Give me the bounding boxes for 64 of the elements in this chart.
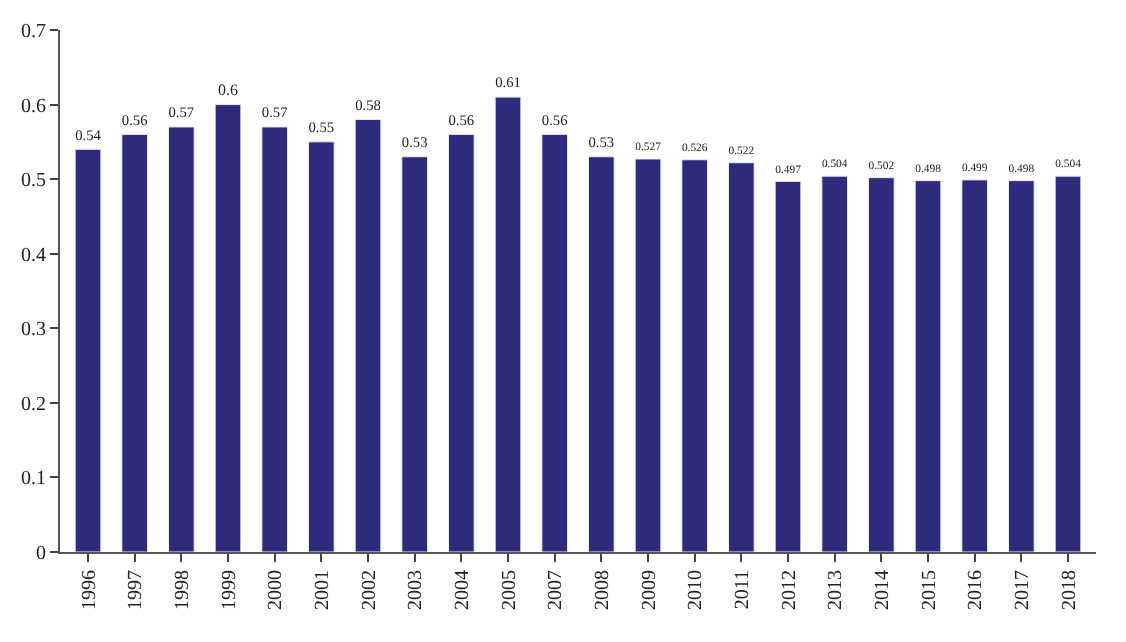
- bar: [634, 158, 662, 552]
- data-label: 0.57: [261, 103, 289, 122]
- bar: [821, 175, 848, 552]
- data-label: 0.53: [401, 133, 429, 152]
- bar: [961, 179, 988, 552]
- x-tick-label: 2004: [451, 570, 474, 610]
- data-label: 0.55: [308, 118, 335, 137]
- bar: [774, 180, 802, 552]
- x-tick-label: 2001: [311, 570, 334, 610]
- x-tick-label: 2017: [1011, 570, 1034, 610]
- x-tick-label: 2008: [591, 570, 614, 610]
- y-tick-label: 0.5: [21, 170, 46, 193]
- x-tick-label: 1997: [125, 570, 148, 610]
- data-label: 0.57: [168, 103, 195, 122]
- data-label: 0.6: [218, 80, 238, 99]
- data-label: 0.58: [355, 95, 382, 114]
- data-label: 0.54: [75, 125, 102, 144]
- bar: [868, 177, 895, 552]
- bar: [588, 156, 615, 552]
- x-tick-label: 2007: [545, 570, 568, 610]
- bar: [168, 126, 195, 552]
- data-label: 0.56: [121, 110, 149, 129]
- x-tick-label: 2010: [685, 570, 708, 610]
- data-label: 0.61: [495, 73, 522, 92]
- x-tick-label: 2011: [731, 570, 754, 610]
- x-tick-label: 2012: [778, 570, 801, 610]
- x-tick-label: 2003: [405, 570, 428, 610]
- y-tick-label: 0: [36, 543, 46, 565]
- x-tick-label: 2018: [1058, 570, 1081, 610]
- bar: [728, 162, 755, 552]
- x-tick-label: 2014: [871, 570, 894, 610]
- bar: [121, 133, 148, 552]
- x-tick-label: 2002: [358, 570, 381, 610]
- x-tick-label: 2015: [918, 570, 941, 610]
- bar: [1008, 180, 1035, 552]
- x-tick-label: 2005: [498, 570, 521, 610]
- bar: [1054, 175, 1082, 552]
- bar: [74, 148, 102, 552]
- y-tick-label: 0.7: [21, 21, 46, 43]
- bar: [681, 159, 708, 552]
- y-tick-label: 0.2: [21, 393, 46, 416]
- y-tick-label: 0.6: [21, 95, 46, 118]
- data-label: 0.53: [588, 133, 615, 152]
- y-tick-label: 0.1: [21, 468, 46, 491]
- data-label: 0.56: [541, 110, 569, 129]
- x-tick-label: 2013: [825, 570, 848, 610]
- bar: [914, 180, 942, 552]
- bar: [541, 133, 568, 552]
- y-tick-label: 0.4: [21, 244, 46, 267]
- bar: [354, 118, 382, 552]
- bar: [448, 133, 475, 552]
- bar: [494, 96, 522, 552]
- x-tick-label: 2009: [638, 570, 661, 610]
- x-tick-label: 1999: [218, 570, 241, 610]
- bar: [308, 141, 335, 552]
- x-tick-label: 1996: [78, 570, 101, 610]
- data-label: 0.56: [448, 110, 475, 129]
- bar: [261, 126, 288, 552]
- y-tick-label: 0.3: [21, 319, 46, 342]
- x-tick-label: 2016: [965, 570, 988, 610]
- bar: [214, 104, 242, 552]
- x-tick-label: 1998: [171, 570, 194, 610]
- x-tick-label: 2000: [265, 570, 288, 610]
- bar: [401, 156, 428, 552]
